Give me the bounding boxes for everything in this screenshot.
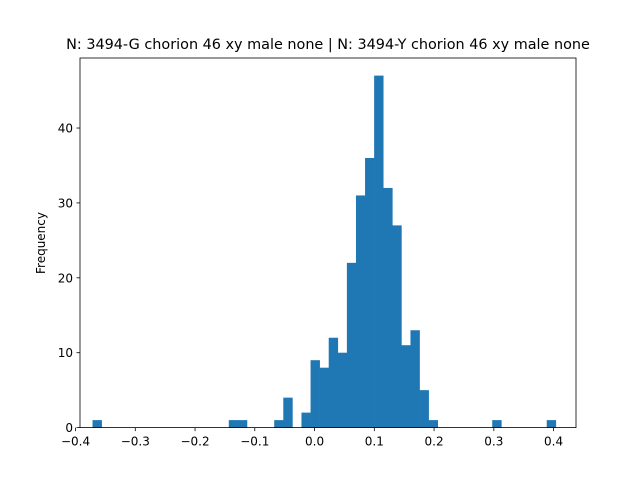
- histogram-bar: [319, 367, 330, 428]
- histogram-bar: [237, 420, 248, 428]
- x-tick-label: 0.3: [484, 435, 503, 449]
- y-tick-label: 10: [58, 346, 73, 360]
- histogram-bar: [92, 420, 102, 428]
- histogram-bar: [546, 420, 557, 428]
- y-tick-label: 20: [58, 271, 73, 285]
- histogram-bar: [328, 337, 339, 428]
- x-tick-label: 0.4: [544, 435, 563, 449]
- histogram-bar: [274, 420, 284, 428]
- x-tick-label: −0.2: [180, 435, 209, 449]
- histogram-bar: [301, 412, 311, 428]
- x-tick-label: 0.1: [365, 435, 384, 449]
- y-tick-label: 30: [58, 196, 73, 210]
- y-tick-label: 0: [65, 421, 73, 435]
- plot-frame: [79, 57, 577, 429]
- y-axis-ticks: 0 10 20 30 40: [58, 122, 80, 435]
- histogram-bar: [374, 75, 384, 428]
- y-tick-label: 40: [58, 122, 73, 136]
- histogram-bar: [428, 420, 439, 428]
- x-tick-label: 0.0: [305, 435, 324, 449]
- histogram-bar: [365, 157, 375, 428]
- histogram-bar: [283, 397, 293, 428]
- histogram-bar: [337, 352, 348, 428]
- histogram-bar: [383, 187, 393, 428]
- x-tick-label: −0.4: [61, 435, 90, 449]
- histogram-bar: [346, 262, 357, 428]
- histogram-bar: [419, 390, 429, 428]
- histogram-bar: [410, 330, 420, 428]
- x-tick-label: −0.1: [240, 435, 269, 449]
- histogram-bar: [492, 420, 502, 428]
- chart-title: N: 3494-G chorion 46 xy male none | N: 3…: [66, 37, 590, 53]
- x-axis-ticks: −0.4 −0.3 −0.2 −0.1 0.0 0.1 0.2 0.3 0.4: [61, 427, 563, 449]
- histogram-bar: [228, 420, 239, 428]
- histogram-bar: [392, 225, 402, 428]
- y-axis-label: Frequency: [34, 212, 48, 274]
- histogram-bar: [355, 195, 366, 428]
- histogram-bar: [310, 360, 320, 428]
- histogram-bar: [401, 345, 411, 428]
- x-tick-label: 0.2: [425, 435, 444, 449]
- x-tick-label: −0.3: [121, 435, 150, 449]
- bars-group: [92, 75, 557, 428]
